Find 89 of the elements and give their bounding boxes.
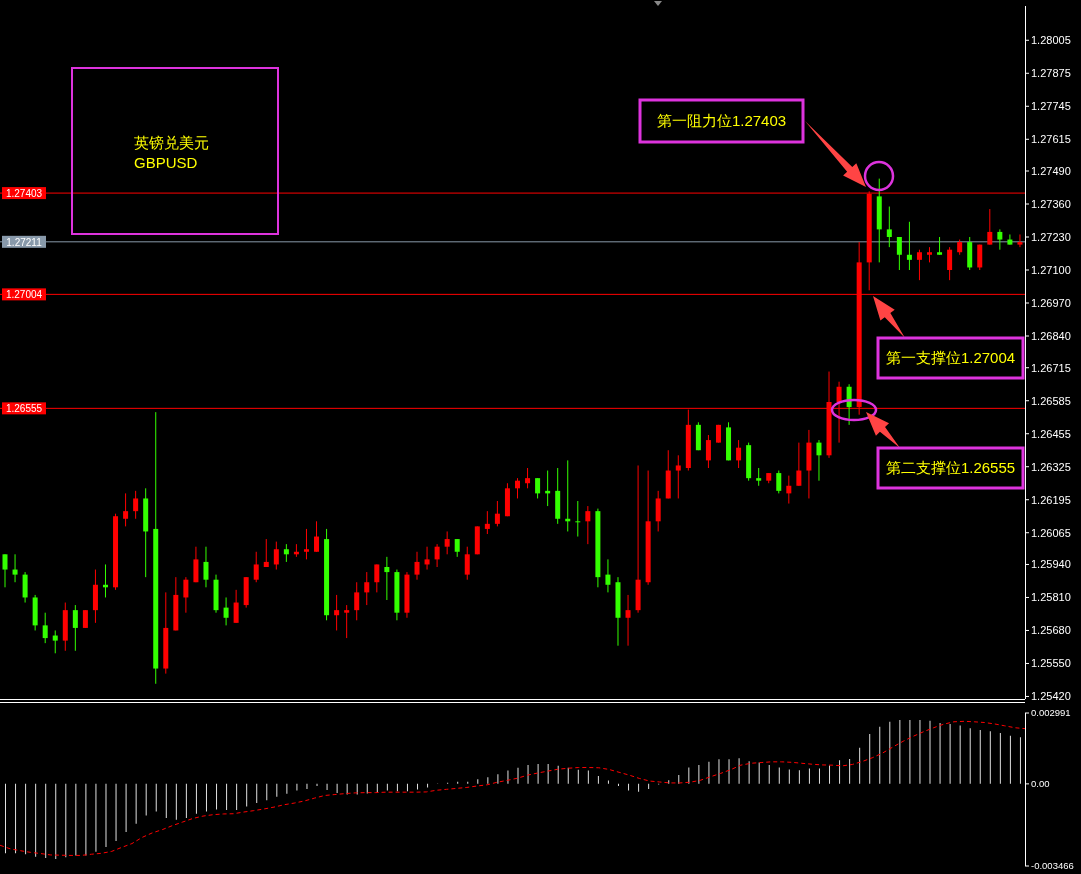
candlestick <box>354 581 360 621</box>
candlestick <box>233 589 239 624</box>
y-tick-label: 1.27875 <box>1031 67 1071 80</box>
candlestick <box>736 439 742 469</box>
candlestick <box>273 541 279 571</box>
candlestick <box>484 510 490 535</box>
candlestick <box>334 594 340 631</box>
ref-line-label: 1.27004 <box>5 289 43 301</box>
candlestick <box>303 528 309 560</box>
candlestick <box>263 538 269 568</box>
y-tick-label: 1.25810 <box>1031 591 1071 604</box>
ref-line-label: 1.27403 <box>5 188 43 200</box>
annotation: 第一支撑位1.27004 <box>885 349 1016 366</box>
candlestick <box>12 553 18 583</box>
candlestick <box>414 551 420 581</box>
candlestick <box>655 490 661 532</box>
candlestick <box>977 244 983 271</box>
candlestick <box>72 604 78 652</box>
annotation: 第一阻力位1.27403 <box>656 112 787 129</box>
candlestick <box>133 490 139 520</box>
text: GBPUSD <box>134 154 198 171</box>
y-tick-label: 1.26195 <box>1031 493 1071 506</box>
annotation: 第二支撑位1.26555 <box>885 459 1016 476</box>
y-tick-label: 0.00 <box>1031 778 1050 790</box>
candlestick <box>605 558 611 593</box>
candlestick <box>896 236 902 271</box>
candlestick <box>585 505 591 545</box>
y-tick-label: 1.28005 <box>1031 34 1071 47</box>
candlestick <box>344 604 350 639</box>
y-tick-label: 1.25550 <box>1031 657 1071 670</box>
candlestick <box>1007 233 1013 246</box>
candlestick <box>675 454 681 499</box>
candlestick <box>374 563 380 593</box>
candlestick <box>464 546 470 581</box>
candlestick <box>123 492 129 527</box>
candlestick <box>625 594 631 647</box>
candlestick <box>796 442 802 487</box>
candlestick <box>575 500 581 538</box>
candlestick <box>997 228 1003 251</box>
y-tick-label: 1.27100 <box>1031 263 1071 276</box>
y-tick-label: 0.002991 <box>1031 707 1071 719</box>
candlestick <box>314 520 320 553</box>
candlestick <box>183 576 189 614</box>
candlestick <box>424 546 430 571</box>
y-tick-label: 1.26840 <box>1031 329 1071 342</box>
y-tick-label: 1.25940 <box>1031 558 1071 571</box>
candlestick <box>444 530 450 555</box>
y-tick-label: 1.26455 <box>1031 427 1071 440</box>
candlestick <box>906 221 912 271</box>
candlestick <box>364 571 370 606</box>
y-tick-label: 1.27230 <box>1031 230 1071 243</box>
y-tick-label: 1.26065 <box>1031 526 1071 539</box>
y-tick-label: 1.27490 <box>1031 164 1071 177</box>
y-tick-label: 1.27745 <box>1031 100 1071 113</box>
candlestick <box>42 612 48 644</box>
candlestick <box>535 477 541 499</box>
candlestick <box>987 208 993 246</box>
ref-line-label: 1.26555 <box>5 403 43 415</box>
y-tick-label: 1.25680 <box>1031 624 1071 637</box>
y-tick-label: 1.25420 <box>1031 690 1071 703</box>
candlestick <box>705 434 711 469</box>
candlestick <box>223 596 229 626</box>
y-tick-label: 1.26325 <box>1031 460 1071 473</box>
candlestick <box>193 546 199 583</box>
candlestick <box>786 475 792 505</box>
text: 英镑兑美元 <box>134 134 209 151</box>
y-tick-label: 1.27615 <box>1031 133 1071 146</box>
y-tick-label: 1.26585 <box>1031 394 1071 407</box>
y-tick-label: 1.27360 <box>1031 197 1071 210</box>
candlestick <box>22 571 28 604</box>
ref-line-label: 1.27211 <box>6 236 43 248</box>
candlestick <box>384 556 390 601</box>
candlestick <box>203 546 209 588</box>
y-tick-label: -0.003466 <box>1031 860 1074 872</box>
y-tick-label: 1.26715 <box>1031 361 1071 374</box>
candlestick <box>525 467 531 489</box>
candlestick <box>2 553 8 588</box>
candlestick <box>494 500 500 527</box>
candlestick <box>947 246 953 281</box>
y-tick-label: 1.26970 <box>1031 296 1071 309</box>
candlestick <box>515 477 520 499</box>
candlestick <box>776 470 782 494</box>
candlestick <box>816 439 822 482</box>
candlestick <box>886 206 892 248</box>
candlestick <box>253 551 259 583</box>
candlestick <box>916 249 922 281</box>
candlestick <box>52 629 58 654</box>
candlestick <box>434 543 440 568</box>
candlestick <box>1017 233 1023 248</box>
